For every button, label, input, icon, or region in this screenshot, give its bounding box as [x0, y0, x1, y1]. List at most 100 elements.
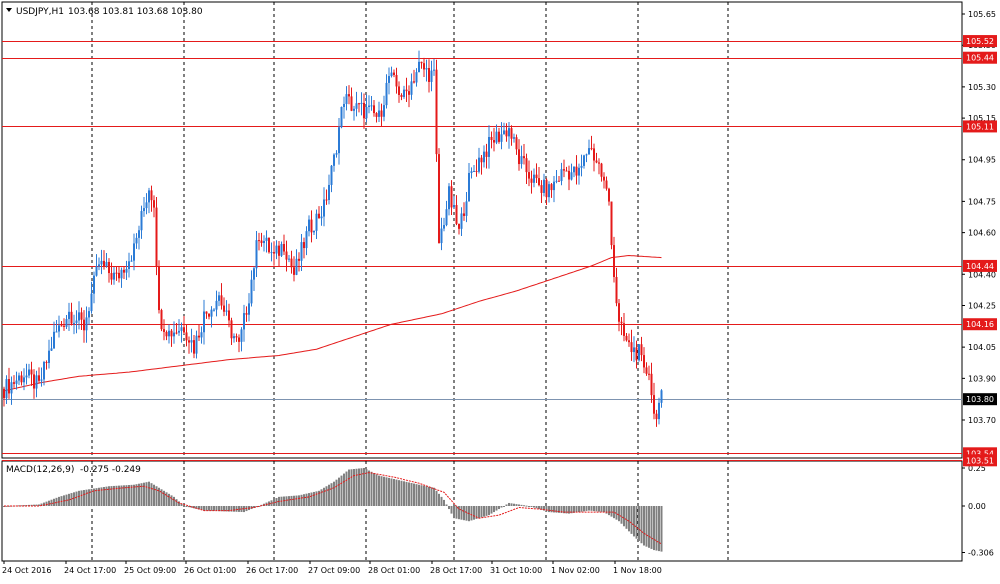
- candle-body: [570, 172, 573, 180]
- macd-bar: [103, 487, 105, 506]
- candle-body: [483, 151, 485, 163]
- candle-body: [563, 169, 565, 171]
- candle-body: [488, 136, 490, 157]
- candle-body: [198, 335, 200, 338]
- candle-body: [193, 340, 195, 354]
- level-price-tag: [963, 120, 997, 133]
- candle-body: [635, 347, 638, 361]
- candle-body: [208, 313, 210, 317]
- candle-body: [15, 380, 18, 384]
- macd-bar: [105, 486, 108, 506]
- macd-bar: [365, 469, 368, 506]
- candle-body: [220, 295, 223, 306]
- level-price-tag: [963, 35, 997, 48]
- macd-bar: [463, 506, 465, 521]
- candle-body: [303, 242, 305, 249]
- macd-bar: [205, 506, 208, 511]
- price-tick-label: 104.60: [968, 229, 996, 238]
- candles: [3, 50, 663, 427]
- macd-bar: [130, 484, 133, 506]
- price-tick-label: 105.65: [968, 10, 996, 19]
- macd-bar: [555, 506, 558, 513]
- macd-bar: [188, 506, 190, 508]
- candle-body: [310, 219, 313, 233]
- candle-body: [383, 105, 385, 117]
- candle-body: [273, 252, 275, 254]
- level-price-tag-text: 105.52: [966, 37, 994, 46]
- candle-body: [480, 157, 483, 163]
- macd-bar: [325, 486, 328, 506]
- candle-body: [490, 136, 493, 141]
- candle-body: [550, 184, 553, 191]
- candle-body: [123, 269, 125, 273]
- candle-body: [178, 330, 180, 333]
- macd-bar: [203, 506, 205, 511]
- candle-body: [230, 320, 233, 339]
- candle-body: [463, 213, 465, 216]
- time-tick-label: 24 Oct 2016: [2, 566, 51, 575]
- candle-body: [593, 148, 595, 161]
- candle-body: [348, 94, 350, 97]
- candle-body: [558, 180, 560, 182]
- candle-body: [263, 240, 265, 244]
- price-tags: 105.52105.44105.11104.44104.16103.54103.…: [963, 35, 997, 467]
- time-tick-label: 26 Oct 17:00: [246, 566, 298, 575]
- macd-bar: [625, 506, 628, 529]
- macd-bar: [370, 471, 373, 506]
- candle-body: [413, 81, 415, 83]
- candle-body: [585, 154, 588, 156]
- macd-bar: [168, 493, 170, 506]
- candle-body: [373, 105, 375, 114]
- macd-bar: [190, 506, 193, 508]
- candle-body: [25, 375, 28, 378]
- candle-body: [235, 336, 238, 338]
- candle-body: [553, 181, 555, 191]
- macd-bar: [533, 506, 535, 508]
- menu-triangle-icon[interactable]: [6, 8, 12, 12]
- candle-body: [153, 200, 155, 208]
- candle-body: [500, 134, 503, 142]
- macd-bar: [88, 489, 90, 506]
- candle-body: [525, 158, 528, 173]
- macd-bar: [350, 469, 353, 506]
- macd-bar: [583, 506, 585, 512]
- time-tick-label: 25 Oct 09:00: [124, 566, 176, 575]
- macd-bar: [610, 506, 613, 517]
- macd-bar: [145, 482, 148, 506]
- candle-body: [645, 367, 648, 374]
- candle-body: [560, 169, 563, 182]
- candle-body: [643, 355, 645, 368]
- candle-body: [175, 332, 178, 334]
- macd-bar: [70, 493, 73, 506]
- macd-bar: [215, 506, 218, 512]
- candle-body: [518, 149, 520, 165]
- candle-body: [613, 245, 615, 277]
- symbol-timeframe: USDJPY,H1: [16, 7, 64, 17]
- macd-bar: [113, 485, 115, 506]
- macd-bar: [80, 490, 83, 506]
- candle-body: [288, 258, 290, 260]
- macd-bar: [45, 501, 48, 506]
- macd-axis: 0.25 0.00 -0.306: [962, 464, 994, 558]
- price-tick-label: 103.70: [968, 416, 996, 425]
- macd-bar: [518, 504, 520, 506]
- candle-body: [245, 313, 248, 315]
- macd-bar: [335, 479, 338, 506]
- candle-body: [410, 81, 413, 95]
- macd-bar: [563, 506, 565, 514]
- candle-body: [290, 258, 293, 268]
- macd-bar: [140, 483, 143, 506]
- macd-bar: [33, 504, 35, 506]
- candle-body: [455, 205, 458, 224]
- macd-bar: [295, 495, 298, 506]
- candle-body: [150, 190, 153, 201]
- macd-bar: [135, 484, 138, 506]
- macd-bar: [20, 505, 23, 507]
- macd-bar: [410, 483, 413, 506]
- candle-body: [38, 375, 40, 381]
- candle-body: [10, 382, 13, 394]
- candle-body: [620, 321, 623, 324]
- candle-body: [495, 131, 498, 143]
- candle-body: [355, 103, 358, 109]
